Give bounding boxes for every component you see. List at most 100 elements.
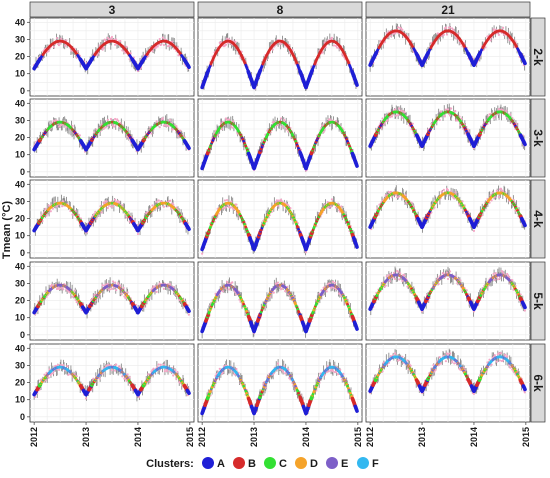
row-strip-label: 4-k [531,210,545,228]
band-point [117,119,120,122]
panel-3-k-8 [197,98,363,178]
band-point [448,26,452,29]
band-point [150,132,153,135]
row-strip-3-k [530,98,546,178]
band-point [381,117,384,120]
band-point [271,48,274,51]
column-strip-label: 3 [109,3,116,17]
band-point [497,33,500,36]
y-tick-label: 30 [15,34,25,44]
band-point [125,45,128,48]
row-strip-label: 5-k [531,292,545,310]
band-point [75,56,78,59]
band-point [232,120,235,123]
band-point [450,107,453,110]
band-point [322,131,325,134]
band-point [397,113,400,117]
band-point [488,113,491,116]
band-point [401,28,404,31]
band-point [70,49,73,52]
band-point [71,124,74,128]
band-point [104,126,107,129]
fitted-series [32,39,191,71]
band-point [65,39,68,42]
band-point [121,49,124,52]
band-point [448,114,452,117]
column-strip-label: 21 [441,3,455,17]
band-point [443,114,446,118]
band-point [279,117,283,120]
band-point [401,116,404,119]
panel-3-k-21 [365,98,531,178]
band-point [400,109,403,112]
band-point [395,114,398,117]
band-point [65,126,68,129]
band-point [161,36,164,39]
band-point [330,36,333,39]
band-point [109,117,113,121]
y-tick-label: 20 [15,214,25,224]
band-point [438,118,441,122]
band-point [493,115,496,119]
y-tick-label: 30 [15,196,25,206]
band-point [389,35,393,38]
band-point [386,119,389,122]
band-point [439,110,442,113]
y-tick-label: 40 [15,98,25,108]
band-point [225,37,229,40]
band-point [59,42,62,45]
row-strip-5-k [530,261,546,341]
band-point [96,53,99,57]
band-point [106,118,109,121]
band-point [50,121,53,124]
band-point [112,125,116,128]
band-point [171,40,174,43]
column-strip-21 [365,1,531,18]
band-point [52,45,55,48]
band-point [162,43,165,47]
band-point [283,118,286,122]
column-strip-3 [29,1,195,18]
row-strip-2-k [530,17,546,97]
band-point [147,54,150,58]
band-point [179,129,182,132]
band-point [219,41,222,44]
band-point [64,44,67,47]
band-point [161,117,164,120]
band-point [57,44,61,47]
y-tick-label: 40 [15,17,25,27]
band-point [403,111,406,114]
band-point [158,126,161,129]
band-point [398,107,401,110]
fitted-series [200,39,359,90]
band-point [341,53,344,56]
row-strip-4-k [530,179,546,259]
band-point [169,118,172,122]
panel-4-k-3: 0 10 20 30 40 [15,179,195,259]
panel-2-k-3: 0 10 20 30 40 [15,17,195,97]
band-point [119,39,122,43]
y-tick-label: 0 [20,86,25,96]
row-strip-label: 6-k [531,374,545,392]
band-point [390,115,394,118]
band-point [177,135,180,138]
band-point [115,38,118,41]
band-point [155,120,158,123]
band-point [393,108,397,111]
band-point [102,46,105,50]
band-point [60,37,63,40]
band-point [457,32,460,35]
band-point [228,118,231,121]
band-point [445,33,449,36]
y-tick-label: 30 [15,115,25,125]
band-point [337,46,340,49]
y-tick-label: 0 [20,167,25,177]
y-tick-label: 40 [15,179,25,189]
band-point [489,39,492,42]
y-tick-label: 10 [15,69,25,79]
band-point [107,124,110,127]
band-point [76,50,79,53]
panel-2-k-8 [197,17,363,97]
y-tick-label: 20 [15,133,25,143]
